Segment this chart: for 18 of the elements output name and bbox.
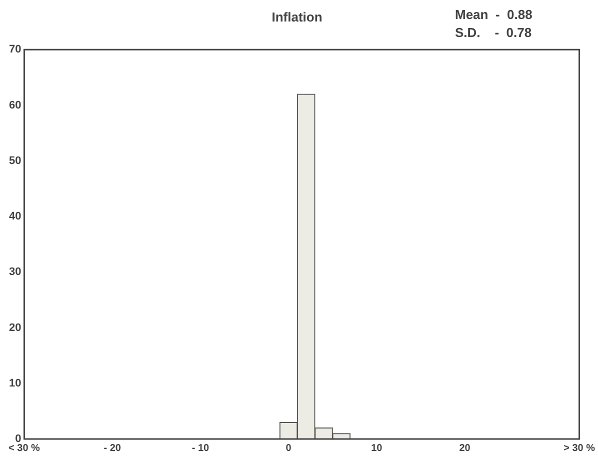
text: S.D. - 0.78 (455, 24, 532, 42)
y-tick-label: 40 (8, 210, 22, 223)
y-tick-label: 20 (8, 322, 22, 334)
x-tick-label: > 30 % (564, 442, 596, 454)
y-tick-label: 50 (8, 154, 22, 167)
x-tick-label: 0 (286, 442, 292, 454)
x-tick-label: < 30 % (8, 442, 40, 454)
x-tick-label: 10 (371, 442, 383, 454)
y-tick-label: 30 (8, 266, 22, 278)
chart-title: Inflation (272, 9, 322, 24)
y-tick-label: 60 (8, 99, 22, 112)
text: Mean - 0.88 (455, 6, 532, 24)
y-tick-label: 0 (15, 433, 22, 446)
x-tick-label: - 10 (192, 442, 210, 454)
y-tick-label: 70 (8, 44, 22, 56)
y-tick-label: 10 (8, 377, 22, 390)
x-tick-label: - 20 (104, 442, 122, 454)
x-tick-label: 20 (459, 442, 471, 454)
